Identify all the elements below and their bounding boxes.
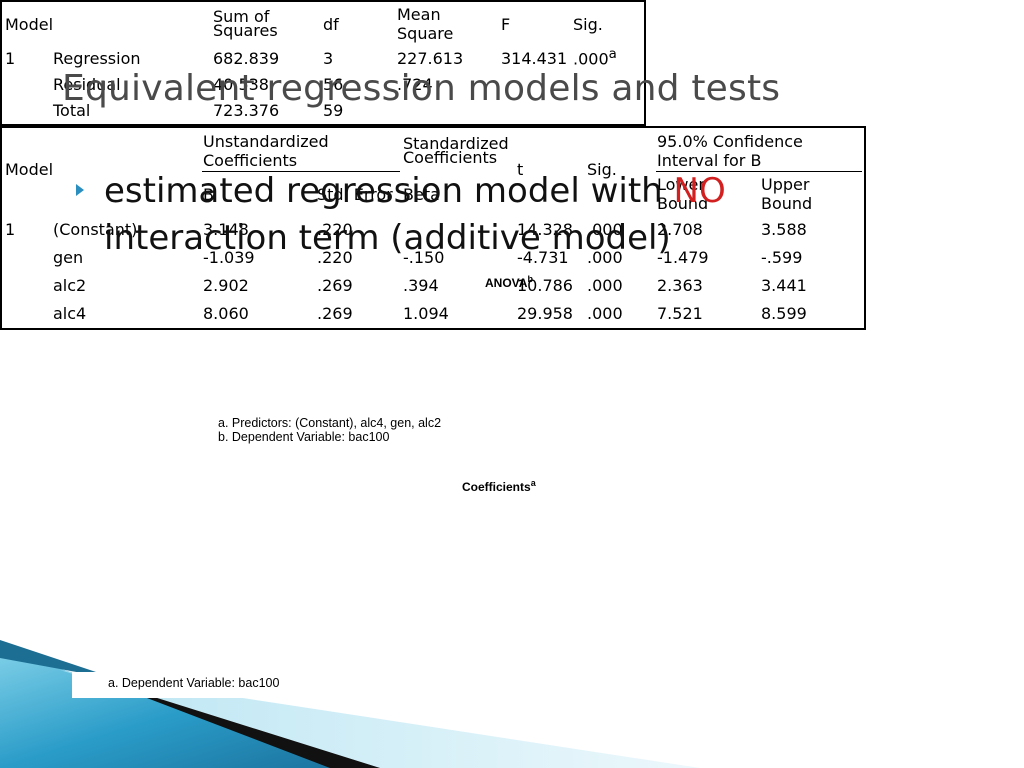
coef-cell-b: 8.060 [203,303,249,323]
table-row: gen -1.039 .220 -.150 -4.731 .000 -1.479… [4,244,862,270]
coef-header-upper-bound: Upper Bound [761,175,813,213]
anova-model-blank [4,98,50,122]
anova-cell-df: 59 [323,100,344,120]
coef-cell-sig: .000 [587,219,623,239]
anova-header-model: Model [5,14,54,34]
coef-row-label: gen [53,247,84,267]
coef-header-sig: Sig. [587,160,617,179]
coef-cell-upper: 3.588 [761,219,807,239]
table-row: Total 723.376 59 [4,98,642,122]
anova-cell-f: 314.431 [501,48,568,68]
anova-cell-df: 56 [323,74,344,94]
coef-header-ci: 95.0% Confidence Interval for B [656,130,862,172]
anova-cell-df: 3 [323,48,334,68]
anova-cell-ms: .724 [397,74,433,94]
anova-header-f: F [501,14,511,34]
coef-cell-sig: .000 [587,275,623,295]
coef-cell-upper: 3.441 [761,275,807,295]
coef-cell-t: 10.786 [517,275,573,295]
coef-model-blank [4,300,50,326]
coef-cell-t: 14.328 [517,219,573,239]
table-row: 1 Regression 682.839 3 227.613 314.431 .… [4,46,642,70]
coef-header-lower-bound: Lower Bound [657,175,709,213]
bullet-text: estimated regression model with NO inter… [104,168,864,262]
coef-cell-beta: .394 [403,275,439,295]
coef-model-number: 1 [5,219,16,239]
anova-cell-ss: 723.376 [213,100,280,120]
coef-cell-lower: 2.708 [657,219,703,239]
coef-cell-se: .269 [317,275,353,295]
triangle-bullet-icon [76,184,84,196]
coef-row-label: (Constant) [53,219,138,239]
table-row: alc4 8.060 .269 1.094 29.958 .000 7.521 … [4,300,862,326]
coef-header-b: B [203,184,214,204]
coef-cell-b: 2.902 [203,275,249,295]
coef-row-label: alc4 [53,303,87,323]
coef-header-standardized: Standardized Coefficients [403,134,509,167]
coef-cell-se: .220 [317,247,353,267]
coef-cell-se: .269 [317,303,353,323]
coef-row-label: alc2 [53,275,87,295]
coef-cell-t: 29.958 [517,303,573,323]
coef-cell-sig: .000 [587,303,623,323]
coefficients-footnote: a. Dependent Variable: bac100 [72,672,362,698]
anova-cell-sig: .000a [573,47,617,69]
coef-cell-lower: 7.521 [657,303,703,323]
coef-header-unstandardized: Unstandardized Coefficients [202,130,400,172]
coef-model-blank [4,272,50,298]
anova-header-mean-square: Mean Square [397,5,454,43]
anova-header-sig: Sig. [573,14,603,34]
anova-header-sum-of-squares: Sum of Squares [213,7,278,40]
anova-caption: ANOVAb [485,274,533,290]
coefficients-caption: Coefficientsa [462,478,536,494]
coef-cell-sig: .000 [587,247,623,267]
coef-cell-se: .220 [317,219,353,239]
coef-cell-t: -4.731 [517,247,569,267]
table-row: alc2 2.902 .269 .394 10.786 .000 2.363 3… [4,272,862,298]
bullet-text-after: interaction term (additive model) [104,218,671,258]
anova-model-number: 1 [5,48,16,68]
coef-cell-lower: -1.479 [657,247,709,267]
anova-footnote-a: a. Predictors: (Constant), alc4, gen, al… [218,416,442,430]
anova-footnote-b: b. Dependent Variable: bac100 [218,430,390,444]
coef-cell-b: 3.148 [203,219,249,239]
anova-cell-ms: 227.613 [397,48,464,68]
coef-header-model: Model [5,160,54,179]
coefficients-table: Model Unstandardized Coefficients Standa… [0,126,866,330]
coef-model-blank [4,244,50,270]
anova-table: Model Sum of Squares df Mean Square F Si… [0,0,646,126]
coef-header-t: t [517,160,524,179]
coef-header-beta: Beta [403,184,440,204]
anova-row-label: Total [53,100,91,120]
anova-footnotes: a. Predictors: (Constant), alc4, gen, al… [218,416,441,444]
bullet-text-before: estimated regression model with [104,171,674,211]
anova-row-label: Regression [53,48,141,68]
coef-cell-upper: 8.599 [761,303,807,323]
anova-header-df: df [323,14,339,34]
anova-cell-ss: 682.839 [213,48,280,68]
coef-cell-b: -1.039 [203,247,255,267]
coef-header-std-error: Std. Error [317,184,393,204]
anova-row-label: Residual [53,74,121,94]
anova-model-blank [4,72,50,96]
table-row: 1 (Constant) 3.148 .220 14.328 .000 2.70… [4,216,862,242]
coef-cell-upper: -.599 [761,247,803,267]
anova-cell-ss: 40.538 [213,74,269,94]
table-row: Residual 40.538 56 .724 [4,72,642,96]
coef-cell-lower: 2.363 [657,275,703,295]
coef-cell-beta: -.150 [403,247,445,267]
slide-title: Equivalent regression models and tests [62,68,781,109]
coef-cell-beta: 1.094 [403,303,449,323]
bullet-highlight: NO [673,171,726,211]
decorative-swoosh [0,640,700,768]
